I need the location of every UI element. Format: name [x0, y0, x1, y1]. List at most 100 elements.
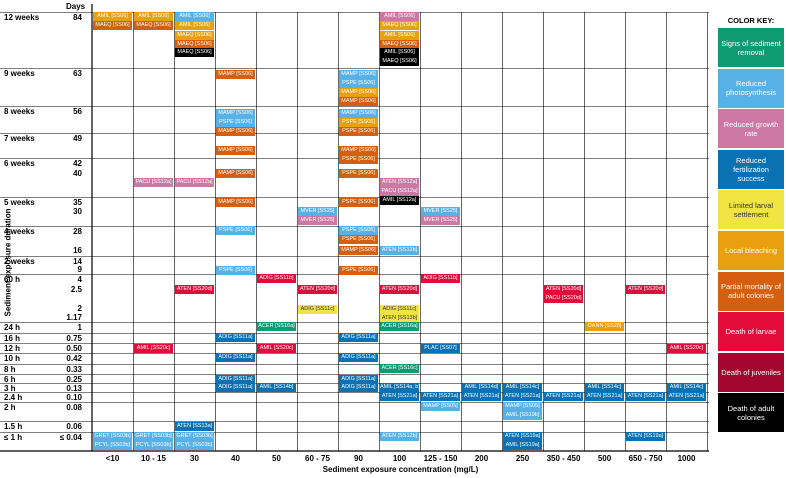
row-days-label: 0.08	[66, 403, 82, 412]
row-period-label: 12 weeks	[4, 13, 40, 22]
effect-cell: PSPE [SS06]	[339, 118, 378, 127]
effect-cell: ADIG [SS11b]	[257, 274, 296, 283]
x-tick-label: 250	[515, 454, 530, 463]
row-days-label: 40	[73, 169, 82, 178]
x-tick-label: 1000	[677, 454, 696, 463]
effect-cell: ATEN [SS21a]	[585, 392, 624, 401]
row-days-label: 1	[77, 323, 82, 332]
row-days-label: 28	[73, 227, 82, 236]
effect-cell: ATEN [SS12a]	[380, 178, 419, 187]
effect-cell: MAEQ [SS06]	[380, 57, 419, 66]
effect-cell: ATEN [SS21a]	[421, 392, 460, 401]
effect-cell: MAEQ [SS06]	[380, 40, 419, 49]
effect-cell: ADIG [SS11a]	[216, 333, 255, 342]
row-days-label: 42	[73, 159, 82, 168]
row-period-label: 6 h	[4, 375, 16, 384]
effect-cell: PACU [SS20d]	[544, 294, 583, 303]
effect-cell: ADIG [SS11c]	[380, 305, 419, 314]
row-period-label: 2 h	[4, 403, 16, 412]
effect-cell: ATEN [SS20d]	[298, 285, 337, 294]
row-days-label: 2	[77, 304, 82, 313]
effect-cell: GRET [SS03b]	[175, 432, 214, 441]
effect-cell: PSPE [SS06]	[339, 266, 378, 275]
effect-cell: ADIG [SS11c]	[298, 305, 337, 314]
row-period-label: ≤ 1 h	[4, 433, 23, 442]
effect-cell: MAMP [SS06]	[216, 70, 255, 79]
row-days-label: 4	[77, 275, 82, 284]
x-tick-label: 200	[474, 454, 489, 463]
legend-entry-growth: Reduced growth rate	[718, 109, 784, 149]
effect-cell: MAMP [SS06]	[216, 109, 255, 118]
row-days-label: 30	[73, 207, 82, 216]
legend-entry-photo: Reduced photosynthesis	[718, 68, 784, 108]
effect-cell: AMIL [SS06]	[134, 12, 173, 21]
effect-cell: MAEQ [SS06]	[134, 21, 173, 30]
effect-cell: ATEN [SS19a]	[503, 432, 542, 441]
x-tick-label: 100	[392, 454, 407, 463]
effect-cell: PSPE [SS06]	[339, 127, 378, 136]
effect-cell: MAMP [SS06]	[216, 169, 255, 178]
x-tick-label: 30	[190, 454, 199, 463]
days-header: Days	[66, 2, 86, 11]
effect-cell: MAEQ [SS06]	[93, 21, 132, 30]
effect-cell: AMIL [SS06]	[93, 12, 132, 21]
effect-cell: PCYL [SS03b]	[93, 441, 132, 450]
effect-cell: ADIG [SS11a]	[339, 383, 378, 392]
row-period-label: 5 weeks	[4, 198, 35, 207]
effect-cell: AMIL [SS14c]	[667, 383, 706, 392]
row-period-label: 6 weeks	[4, 159, 35, 168]
effect-cell: ATEN [SS20d]	[175, 285, 214, 294]
x-tick-label: 60 - 75	[305, 454, 330, 463]
effect-cell: MAEQ [SS06]	[175, 31, 214, 40]
effect-cell: PSPE [SS06]	[339, 79, 378, 88]
effect-cell: ATEN [SS20d]	[544, 285, 583, 294]
row-days-label: 56	[73, 107, 82, 116]
legend-entry-removal: Signs of sediment removal	[718, 28, 784, 67]
row-days-label: 0.42	[66, 354, 82, 363]
row-period-label: 4 weeks	[4, 227, 35, 236]
x-tick-label: 125 - 150	[423, 454, 458, 463]
x-tick-label: 10 - 15	[141, 454, 166, 463]
row-period-label: 12 h	[4, 344, 21, 353]
effect-cell: MAEQ [SS06]	[175, 40, 214, 49]
effect-cell: ACER [SS16c]	[380, 364, 419, 373]
row-days-label: 84	[73, 13, 82, 22]
row-period-label: 8 h	[4, 365, 16, 374]
effect-cell: AMIL [SS20c]	[257, 344, 296, 353]
effect-cell: PSPE [SS06]	[339, 235, 378, 244]
effect-cell: ATEN [SS20d]	[626, 285, 665, 294]
row-period-label: 24 h	[4, 323, 21, 332]
effect-cell: ACER [SS16a]	[380, 322, 419, 331]
effect-cell: AMIL [SS14d]	[462, 383, 501, 392]
row-days-label: 0.13	[66, 384, 82, 393]
effect-cell: PSPE [SS06]	[216, 118, 255, 127]
effect-cell: AMIL [SS06]	[380, 48, 419, 57]
row-period-label: 2 weeks	[4, 257, 35, 266]
effect-cell: ATEN [SS21a]	[462, 392, 501, 401]
effect-cell: GRET [SS03b]	[93, 432, 132, 441]
effect-cell: AMIL [SS06]	[175, 12, 214, 21]
effect-cell: ATEN [SS13a]	[175, 422, 214, 431]
row-days-label: 35	[73, 198, 82, 207]
row-period-label: 9 weeks	[4, 69, 35, 78]
effect-cell: MVER [SS25]	[298, 216, 337, 225]
effect-cell: MVER [SS25]	[298, 207, 337, 216]
x-tick-label: 350 - 450	[546, 454, 581, 463]
y-axis-label: Sediment exposure duration	[3, 208, 13, 317]
row-days-label: 0.06	[66, 422, 82, 431]
effect-cell: AMIL [SS06]	[380, 12, 419, 21]
effect-cell: AMIL [SS14c]	[585, 383, 624, 392]
effect-cell: MAMP [SS06]	[339, 109, 378, 118]
effect-cell: MAMP [SS06]	[339, 246, 378, 255]
effect-cell: MAMP [SS06]	[216, 146, 255, 155]
legend-entry-fert: Reduced fertilization success	[718, 149, 784, 189]
legend-title: COLOR KEY:	[727, 16, 775, 25]
legend-entry-partial: Partial mortality of adult colonies	[718, 271, 784, 311]
effect-cell: MAMP [SS05]	[421, 402, 460, 411]
x-tick-label: 50	[272, 454, 281, 463]
effect-cell: ATEN [SS21a]	[503, 392, 542, 401]
x-tick-label: 650 - 750	[628, 454, 663, 463]
row-period-label: 8 weeks	[4, 107, 35, 116]
x-tick-label: <10	[105, 454, 120, 463]
